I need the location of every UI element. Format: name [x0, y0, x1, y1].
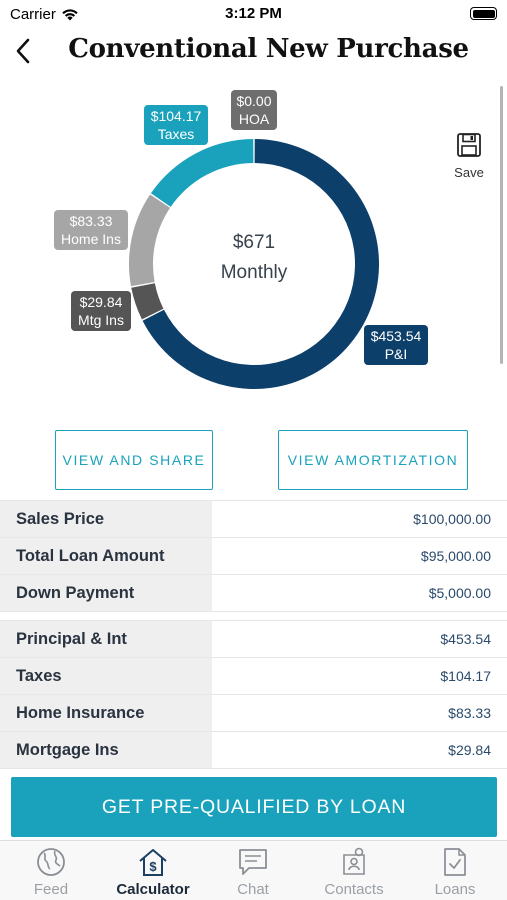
- table-row: Total Loan Amount $95,000.00: [0, 538, 507, 575]
- payment-chart: $671 Monthly $104.17 Taxes $0.00 HOA $83…: [0, 78, 507, 413]
- row-label: Down Payment: [0, 575, 212, 611]
- tab-chat[interactable]: Chat: [203, 845, 303, 898]
- callout-hoa-amount: $0.00: [236, 93, 272, 109]
- row-value: $83.33: [448, 705, 491, 721]
- row-value: $104.17: [440, 668, 491, 684]
- battery-icon: [470, 7, 497, 20]
- donut-chart: [129, 139, 379, 389]
- callout-hoa: $0.00 HOA: [231, 90, 277, 130]
- get-pre-qualified-label: GET PRE-QUALIFIED BY LOAN: [101, 795, 407, 818]
- callout-home-ins-amount: $83.33: [69, 213, 113, 229]
- donut-segment-mtg-ins: [131, 283, 164, 320]
- contacts-icon: [343, 847, 365, 875]
- view-and-share-button[interactable]: VIEW AND SHARE: [55, 430, 213, 490]
- save-label: Save: [454, 165, 484, 180]
- callout-taxes-label: Taxes: [157, 126, 195, 142]
- back-button[interactable]: [8, 34, 38, 68]
- view-amortization-button[interactable]: VIEW AMORTIZATION: [278, 430, 468, 490]
- globe-icon: [37, 848, 65, 876]
- chat-bubble-icon: [239, 849, 267, 875]
- tab-bar: Feed $ Calculator Chat: [0, 840, 507, 900]
- row-value: $95,000.00: [420, 548, 491, 564]
- callout-mtg-ins-label: Mtg Ins: [78, 312, 124, 328]
- wifi-icon: [62, 9, 78, 21]
- tab-label: Feed: [33, 881, 69, 898]
- view-amortization-label: VIEW AMORTIZATION: [287, 452, 459, 468]
- row-label: Mortgage Ins: [0, 732, 212, 768]
- tab-feed[interactable]: Feed: [1, 845, 101, 898]
- scroll-indicator[interactable]: [500, 86, 503, 364]
- view-and-share-label: VIEW AND SHARE: [62, 452, 206, 468]
- callout-mtg-ins: $29.84 Mtg Ins: [71, 291, 131, 331]
- donut-segment-taxes: [150, 139, 254, 207]
- status-time: 3:12 PM: [225, 5, 282, 22]
- row-label: Sales Price: [0, 501, 212, 537]
- row-label: Principal & Int: [0, 621, 212, 657]
- get-pre-qualified-button[interactable]: GET PRE-QUALIFIED BY LOAN: [11, 777, 497, 837]
- nav-bar: Conventional New Purchase: [0, 28, 507, 74]
- row-value: $453.54: [440, 631, 491, 647]
- row-label: Total Loan Amount: [0, 538, 212, 574]
- row-value: $100,000.00: [413, 511, 491, 527]
- tab-label: Chat: [237, 881, 269, 898]
- callout-pi: $453.54 P&I: [364, 325, 428, 365]
- house-dollar-icon: $: [139, 849, 167, 876]
- carrier-info: Carrier: [10, 6, 79, 23]
- table-row: Home Insurance $83.33: [0, 695, 507, 732]
- callout-taxes: $104.17 Taxes: [144, 105, 208, 145]
- chevron-left-icon: [16, 38, 30, 64]
- row-value: $29.84: [448, 742, 491, 758]
- table-row: Down Payment $5,000.00: [0, 575, 507, 612]
- carrier-label: Carrier: [10, 6, 56, 23]
- callout-mtg-ins-amount: $29.84: [79, 294, 123, 310]
- table-row: Sales Price $100,000.00: [0, 501, 507, 538]
- tab-label: Calculator: [116, 881, 190, 898]
- tab-contacts[interactable]: Contacts: [304, 845, 404, 898]
- callout-home-ins-label: Home Ins: [61, 231, 121, 247]
- tab-label: Contacts: [324, 881, 384, 898]
- table-row: Principal & Int $453.54: [0, 621, 507, 658]
- monthly-label: Monthly: [220, 262, 288, 283]
- monthly-total: $671: [232, 232, 276, 253]
- tab-label: Loans: [434, 881, 476, 898]
- table-divider: [0, 500, 507, 501]
- row-label: Taxes: [0, 658, 212, 694]
- row-label: Home Insurance: [0, 695, 212, 731]
- loan-summary-table: Sales Price $100,000.00 Total Loan Amoun…: [0, 501, 507, 612]
- table-row: Taxes $104.17: [0, 658, 507, 695]
- floppy-disk-icon: [457, 133, 481, 157]
- table-row: Mortgage Ins $29.84: [0, 732, 507, 769]
- svg-text:$: $: [149, 859, 157, 874]
- tab-calculator[interactable]: $ Calculator: [103, 845, 203, 898]
- save-button[interactable]: Save: [450, 132, 488, 180]
- donut-segment-home-ins: [129, 194, 171, 287]
- payment-breakdown-table: Principal & Int $453.54 Taxes $104.17 Ho…: [0, 621, 507, 769]
- callout-pi-label: P&I: [384, 346, 408, 362]
- table-divider: [0, 620, 507, 621]
- callout-hoa-label: HOA: [238, 111, 270, 127]
- document-check-icon: [444, 848, 466, 876]
- callout-home-ins: $83.33 Home Ins: [54, 210, 128, 250]
- row-value: $5,000.00: [428, 585, 491, 601]
- page-title: Conventional New Purchase: [68, 34, 469, 64]
- callout-pi-amount: $453.54: [370, 328, 422, 344]
- callout-taxes-amount: $104.17: [150, 108, 202, 124]
- tab-loans[interactable]: Loans: [405, 845, 505, 898]
- status-bar: Carrier 3:12 PM: [0, 0, 507, 28]
